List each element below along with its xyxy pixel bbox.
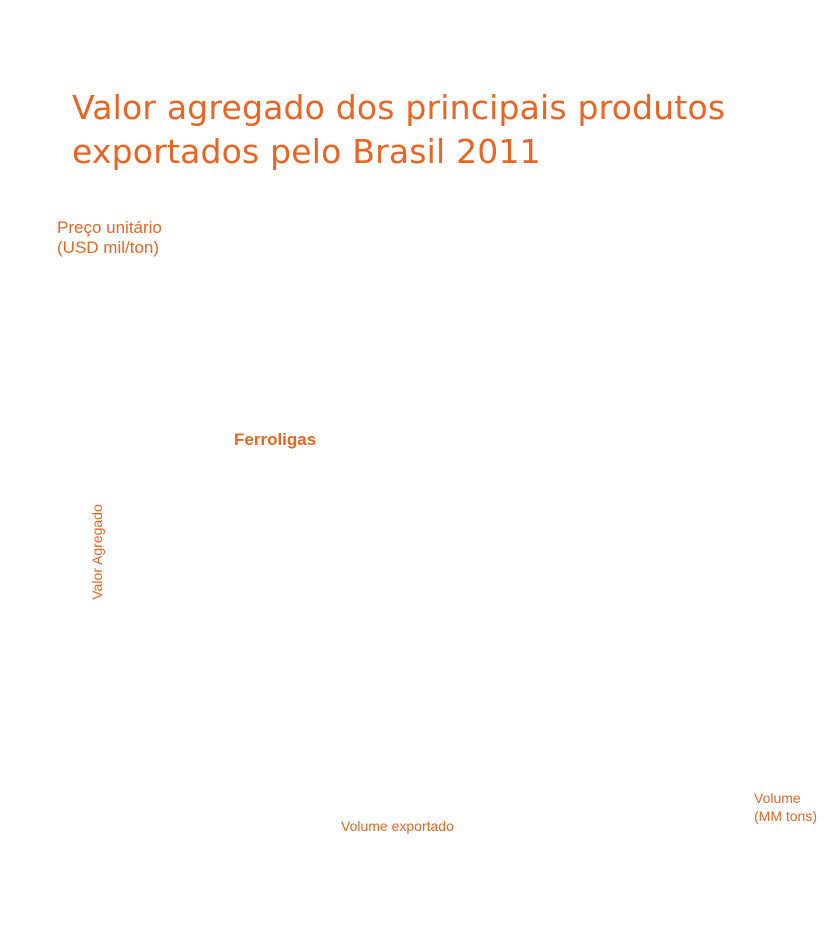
y-axis-label: Preço unitário (USD mil/ton) <box>57 218 162 257</box>
x-axis-annotation: Volume exportado <box>341 818 454 834</box>
chart-title: Valor agregado dos principais produtos e… <box>72 88 726 171</box>
x-axis-label: Volume (MM tons) <box>754 790 817 824</box>
point-label-ferroligas: Ferroligas <box>234 430 316 449</box>
